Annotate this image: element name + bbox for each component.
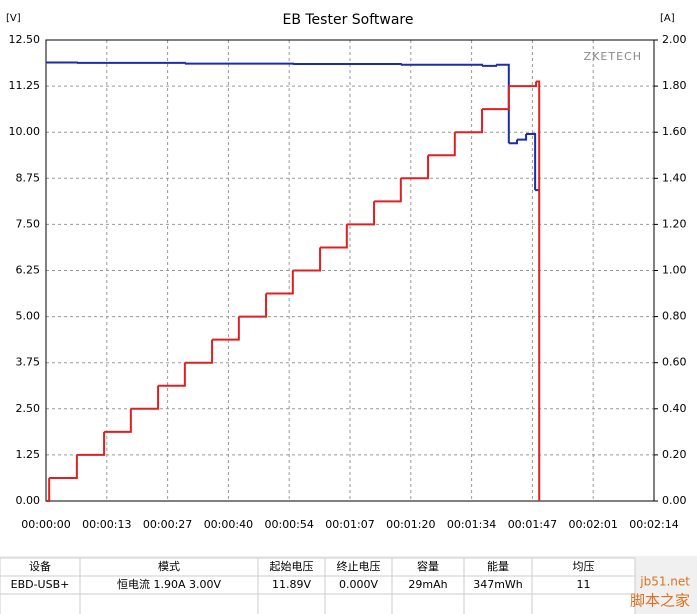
y2-tick-label: 1.40 [662, 171, 687, 184]
watermark: 脚本之家 [630, 592, 690, 610]
x-tick-label: 00:00:00 [21, 518, 70, 531]
series-line [496, 63, 510, 144]
x-tick-label: 00:01:20 [386, 518, 435, 531]
table-body [0, 558, 635, 614]
table-cell: 11.89V [272, 578, 311, 591]
series-line [266, 270, 294, 295]
x-tick-label: 00:00:13 [82, 518, 131, 531]
series-line [76, 431, 106, 456]
series-line [158, 362, 186, 387]
y2-tick-label: 1.80 [662, 79, 687, 92]
series-line [292, 62, 402, 65]
series-line [46, 477, 51, 502]
chart-title: EB Tester Software [282, 12, 413, 28]
y-tick-label: 11.25 [9, 79, 41, 92]
table-cell: 0.000V [339, 578, 378, 591]
table-header: 设备 [29, 559, 51, 573]
y2-axis-label: [A] [660, 13, 675, 24]
y-axis-label: [V] [6, 13, 21, 24]
y-tick-label: 0.00 [16, 494, 41, 507]
series-line [536, 80, 541, 501]
y-tick-label: 3.75 [16, 356, 41, 369]
x-tick-label: 00:00:54 [264, 518, 313, 531]
y2-tick-label: 1.20 [662, 217, 687, 230]
series-line [49, 454, 78, 479]
table-header: 均压 [573, 560, 595, 573]
series-line [320, 224, 348, 249]
series-line [374, 178, 402, 203]
table-cell: 恒电流 1.90A 3.00V [117, 577, 222, 591]
table-cell: 11 [577, 578, 591, 591]
x-tick-label: 00:00:40 [204, 518, 253, 531]
y2-tick-label: 1.60 [662, 125, 687, 138]
table-header: 起始电压 [270, 559, 314, 573]
y2-tick-label: 1.00 [662, 264, 687, 277]
x-tick-label: 00:02:14 [629, 518, 678, 531]
table-cell: EBD-USB+ [11, 578, 70, 591]
series-line [76, 61, 186, 64]
y2-tick-label: 0.80 [662, 310, 687, 323]
table-cell: 29mAh [408, 578, 447, 591]
series-line [292, 247, 322, 272]
y2-tick-label: 0.00 [662, 494, 687, 507]
table-header: 终止电压 [337, 559, 381, 573]
series-line [482, 86, 510, 111]
series-line [482, 64, 498, 67]
y-tick-label: 5.00 [16, 310, 41, 323]
series-line [346, 201, 376, 226]
series-line [104, 408, 132, 433]
y-tick-label: 6.25 [16, 264, 41, 277]
x-tick-label: 00:02:01 [568, 518, 617, 531]
y-tick-label: 2.50 [16, 402, 41, 415]
series-line [400, 63, 484, 66]
series-line [516, 134, 528, 141]
y2-tick-label: 2.00 [662, 33, 687, 46]
x-tick-label: 00:00:27 [143, 518, 192, 531]
y2-tick-label: 0.60 [662, 356, 687, 369]
y-tick-label: 8.75 [16, 171, 41, 184]
y2-tick-label: 0.20 [662, 448, 687, 461]
x-tick-label: 00:01:34 [447, 518, 496, 531]
series-line [184, 339, 214, 364]
series-line [428, 132, 456, 157]
x-tick-label: 00:01:47 [508, 518, 557, 531]
series-line [238, 293, 268, 318]
table-header: 模式 [158, 560, 180, 573]
y-tick-label: 1.25 [16, 448, 41, 461]
y-tick-label: 7.50 [16, 217, 41, 230]
table-header: 容量 [417, 559, 439, 573]
watermark: jb51.net [639, 575, 690, 589]
annotation: ZKETECH [584, 50, 642, 63]
series-line [130, 385, 160, 410]
y-tick-label: 12.50 [9, 33, 41, 46]
table-header: 能量 [487, 559, 509, 573]
series-line [526, 133, 537, 191]
series-line [508, 81, 538, 88]
series-line [508, 139, 518, 145]
plot-frame [45, 39, 655, 502]
table-cell: 347mWh [473, 578, 523, 591]
series-line [454, 109, 484, 134]
y-tick-label: 10.00 [9, 125, 41, 138]
y2-tick-label: 0.40 [662, 402, 687, 415]
series-line [212, 316, 240, 341]
series-line [400, 155, 430, 180]
x-tick-label: 00:01:07 [325, 518, 374, 531]
